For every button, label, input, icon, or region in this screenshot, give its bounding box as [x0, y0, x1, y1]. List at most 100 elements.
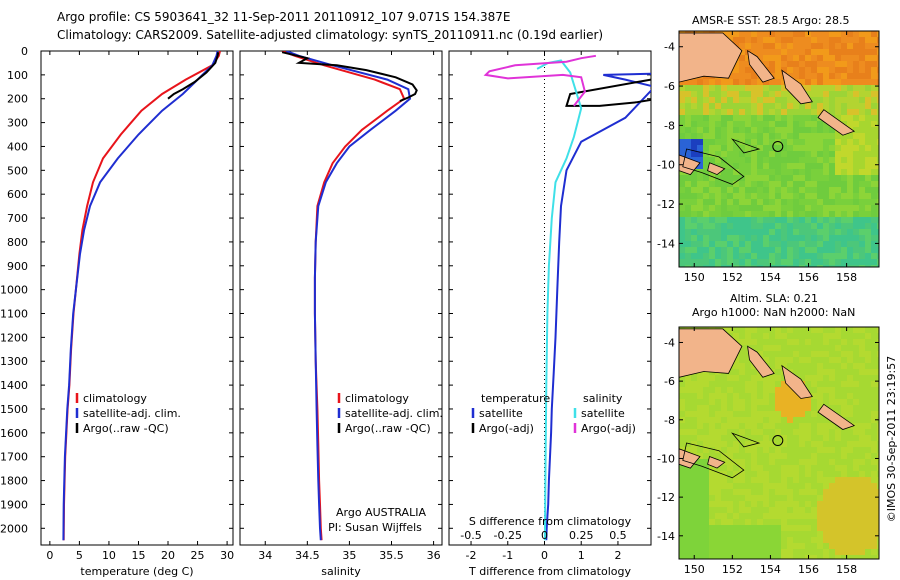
map-cell [859, 37, 866, 44]
map-cell [793, 543, 800, 550]
map-cell [871, 543, 878, 550]
map-cell [757, 145, 764, 152]
map-cell [847, 55, 854, 62]
map-cell [853, 381, 860, 388]
map-cell [835, 465, 842, 472]
profile-panel-temperature [40, 50, 234, 546]
map-cell [727, 73, 734, 80]
map-cell [733, 97, 740, 104]
map-cell [805, 417, 812, 424]
map-cell [757, 109, 764, 116]
map-cell [829, 447, 836, 454]
map-cell [859, 133, 866, 140]
map-cell [757, 351, 764, 358]
map-cell [853, 447, 860, 454]
map-cell [871, 393, 878, 400]
map-cell [739, 217, 746, 224]
map-cell [829, 531, 836, 538]
map-cell [799, 525, 806, 532]
map-cell [769, 163, 776, 170]
map-cell [877, 157, 879, 164]
map-cell [829, 543, 836, 550]
map-cell [859, 393, 866, 400]
map-cell [703, 241, 710, 248]
map-cell [877, 115, 879, 122]
map-cell [727, 423, 734, 430]
map-cell [799, 247, 806, 254]
map-cell [691, 381, 698, 388]
map-cell [829, 327, 836, 334]
map-cell [859, 435, 866, 442]
map-cell [787, 429, 794, 436]
map-cell [847, 139, 854, 146]
map-cell [769, 405, 776, 412]
lon-tick-label: 158 [836, 563, 857, 576]
map-cell [727, 127, 734, 134]
map-cell [691, 217, 698, 224]
map-cell [817, 501, 824, 508]
map-cell [829, 357, 836, 364]
map-cell [811, 339, 818, 346]
map-cell [721, 525, 728, 532]
map-cell [871, 369, 878, 376]
map-cell [709, 199, 716, 206]
map-cell [769, 525, 776, 532]
map-cell [697, 465, 704, 472]
map-cell [757, 453, 764, 460]
map-cell [685, 259, 692, 266]
map-cell [685, 175, 692, 182]
map-cell [769, 43, 776, 50]
map-cell [817, 519, 824, 526]
map-cell [715, 483, 722, 490]
map-cell [859, 345, 866, 352]
map-cell [859, 97, 866, 104]
map-cell [787, 163, 794, 170]
map-cell [841, 351, 848, 358]
map-cell [829, 387, 836, 394]
map-cell [817, 363, 824, 370]
map-cell [739, 55, 746, 62]
lat-tick-label: -12 [657, 491, 675, 504]
reef-outline [731, 432, 761, 448]
map-cell [811, 453, 818, 460]
map-cell [721, 555, 728, 559]
map-cell [847, 235, 854, 242]
map-cell [703, 399, 710, 406]
map-cell [865, 229, 872, 236]
map-cell [811, 97, 818, 104]
map-cell [841, 85, 848, 92]
map-cell [691, 211, 698, 218]
map-cell [835, 507, 842, 514]
map-cell [709, 525, 716, 532]
map-cell [865, 265, 872, 267]
map-cell [877, 333, 879, 340]
map-cell [763, 31, 770, 38]
map-cell [859, 387, 866, 394]
map-cell [829, 103, 836, 110]
map-cell [751, 477, 758, 484]
map-cell [841, 525, 848, 532]
map-cell [703, 417, 710, 424]
map-cell [787, 399, 794, 406]
map-cell [835, 139, 842, 146]
map-cell [703, 115, 710, 122]
map-cell [841, 483, 848, 490]
map-cell [751, 217, 758, 224]
map-cell [847, 411, 854, 418]
map-cell [829, 265, 836, 267]
map-cell [871, 387, 878, 394]
map-cell [817, 555, 824, 559]
map-cell [721, 247, 728, 254]
x-axis-label: salinity [321, 565, 361, 578]
map-cell [799, 37, 806, 44]
map-cell [865, 477, 872, 484]
map-cell [745, 483, 752, 490]
map-cell [823, 423, 830, 430]
map-cell [817, 97, 824, 104]
map-cell [721, 145, 728, 152]
map-cell [685, 429, 692, 436]
map-cell [763, 555, 770, 559]
map-cell [751, 513, 758, 520]
map-cell [865, 157, 872, 164]
